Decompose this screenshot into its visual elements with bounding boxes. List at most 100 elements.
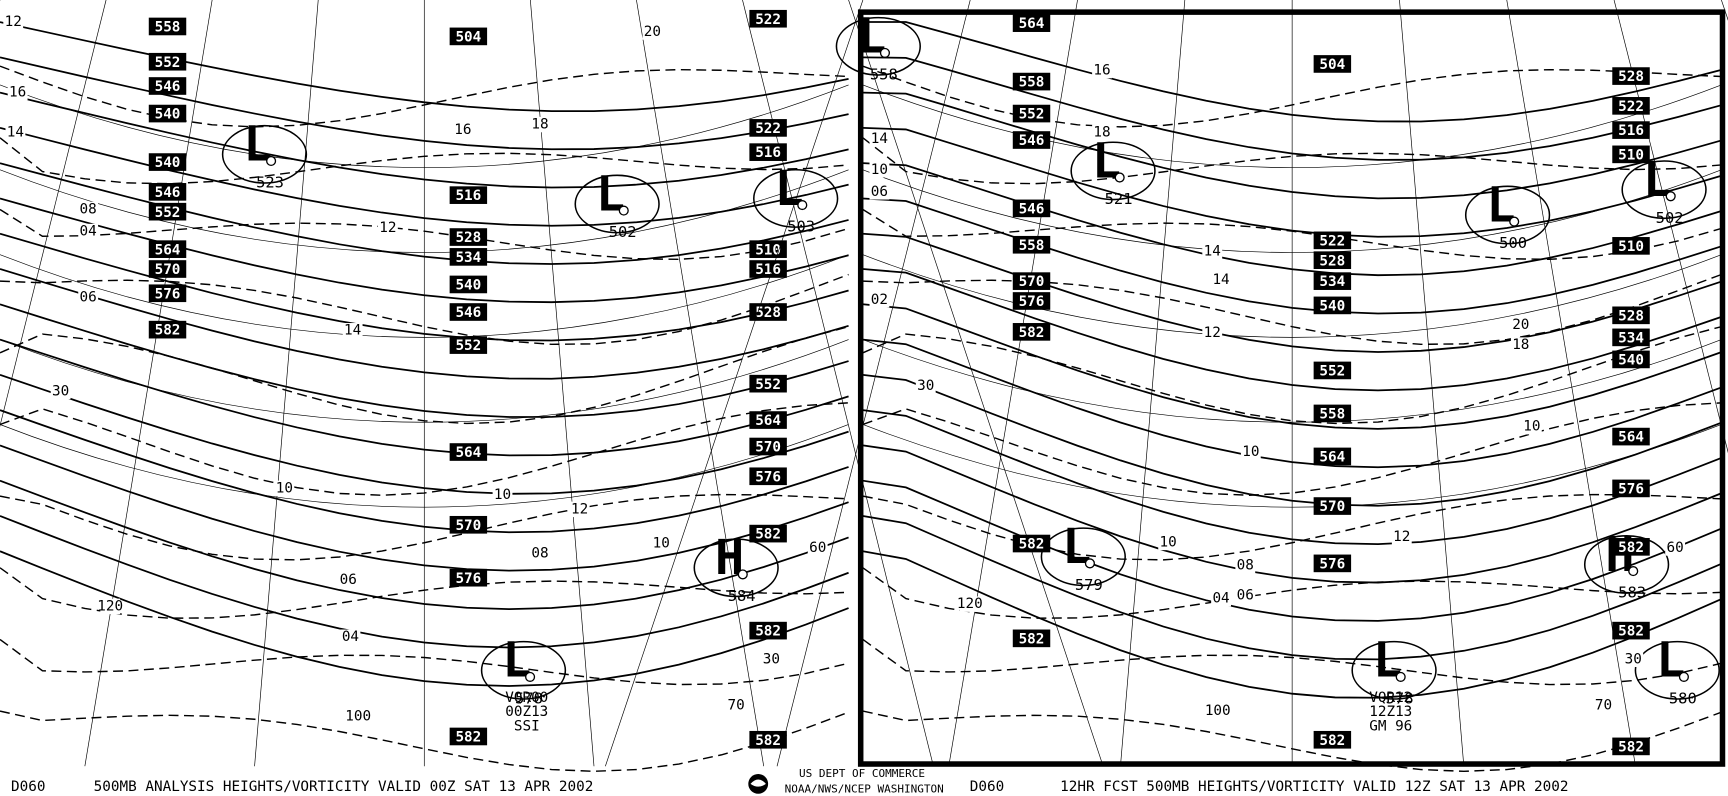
- contour-label-bg: [378, 220, 398, 236]
- height-label-box: [449, 443, 488, 461]
- contour-label: 08: [1237, 558, 1254, 574]
- center-marker: [525, 671, 536, 683]
- vorticity-contour: [0, 65, 849, 128]
- height-label-box: [148, 183, 187, 201]
- height-contour: [862, 162, 1722, 277]
- height-label-box: [449, 248, 488, 266]
- height-label: 576: [455, 571, 481, 587]
- contour-label: 30: [917, 378, 934, 394]
- height-label: 504: [455, 29, 481, 45]
- height-label: 534: [1618, 330, 1644, 346]
- meridian: [848, 0, 1104, 767]
- height-label-box: [749, 437, 787, 456]
- height-label-box: [1612, 621, 1650, 640]
- height-label: 540: [455, 278, 481, 294]
- height-label-box: [449, 515, 488, 534]
- contour-label-bg: [530, 545, 550, 562]
- height-contour: [862, 197, 1722, 315]
- height-label-box: [1313, 447, 1352, 466]
- contour-label: 16: [454, 122, 471, 138]
- height-label: 564: [755, 413, 781, 429]
- station-id: GM 96: [1369, 719, 1412, 735]
- height-label: 582: [1019, 325, 1045, 341]
- height-label-box: [1012, 629, 1051, 648]
- height-label-box: [1612, 145, 1650, 164]
- center-contour: [480, 640, 567, 700]
- contour-label-bg: [1510, 317, 1531, 333]
- parallel: [0, 424, 849, 508]
- center-contour: [1351, 640, 1437, 700]
- height-label-box: [148, 104, 187, 123]
- center-value: 521: [1105, 190, 1133, 208]
- height-label: 516: [755, 145, 781, 161]
- center-value: 500: [1499, 234, 1527, 252]
- contour-label: 14: [7, 124, 24, 140]
- contour-label: 06: [80, 290, 97, 306]
- contour-label-bg: [869, 184, 890, 200]
- vorticity-contour: [862, 710, 1722, 773]
- height-label: 576: [1319, 556, 1345, 572]
- height-label-box: [1313, 730, 1352, 749]
- height-label: 516: [1618, 123, 1644, 139]
- center-marker: [797, 199, 808, 211]
- vorticity-contour: [0, 208, 849, 261]
- height-contour: [0, 56, 849, 151]
- center-value: 502: [609, 223, 637, 241]
- contour-label: 30: [52, 383, 69, 399]
- contour-label-bg: [869, 131, 890, 147]
- station-id: 00Z13: [505, 704, 548, 720]
- contour-label-bg: [1593, 697, 1614, 714]
- contour-label-bg: [1235, 587, 1256, 604]
- height-label-box: [449, 568, 488, 587]
- meridian: [776, 0, 971, 767]
- height-contour: [862, 268, 1722, 392]
- contour-label-bg: [761, 651, 782, 668]
- height-label-box: [449, 336, 488, 354]
- height-label: 564: [1319, 450, 1345, 466]
- center-marker: [618, 205, 629, 216]
- vorticity-contour: [862, 567, 1722, 619]
- parallel: [862, 339, 1722, 423]
- height-label: 558: [1319, 407, 1345, 423]
- height-label-box: [148, 202, 187, 221]
- height-contour: [862, 303, 1722, 430]
- center-marker: [1114, 172, 1125, 183]
- center-value: 583: [1618, 584, 1646, 602]
- contour-label-bg: [1665, 540, 1686, 556]
- height-contour: [862, 373, 1722, 507]
- height-contour: [0, 374, 849, 495]
- height-label: 564: [455, 445, 481, 461]
- contour-label-bg: [959, 596, 980, 612]
- height-label-box: [1612, 737, 1650, 756]
- height-label-box: [148, 284, 187, 303]
- height-label-box: [148, 240, 187, 258]
- vorticity-contour: [0, 710, 849, 773]
- height-label-box: [749, 260, 787, 278]
- height-label-box: [449, 27, 488, 46]
- height-label-box: [1313, 272, 1352, 290]
- height-label: 552: [1319, 364, 1345, 380]
- height-label-box: [749, 524, 787, 543]
- contour-label: 08: [531, 545, 548, 561]
- center-contour: [753, 169, 839, 228]
- station-id: VQR12: [1369, 690, 1412, 706]
- contour-label: 18: [531, 117, 548, 133]
- height-label: 552: [455, 338, 481, 354]
- contour-label-bg: [642, 24, 663, 40]
- height-contour: [0, 515, 849, 649]
- height-contour: [862, 21, 1722, 123]
- height-label: 540: [155, 155, 181, 171]
- contour-label: 12: [571, 501, 588, 517]
- contour-label-bg: [1202, 243, 1223, 260]
- height-label: 582: [1319, 733, 1345, 749]
- station-id: VQR00: [505, 690, 548, 706]
- height-label-box: [1012, 199, 1051, 218]
- height-label-box: [1012, 272, 1051, 290]
- center-value: 579: [1075, 576, 1103, 594]
- parallel: [862, 84, 1722, 168]
- height-label: 576: [755, 469, 781, 485]
- contour-label: 18: [1512, 337, 1529, 353]
- vorticity-contour: [862, 208, 1722, 261]
- height-label: 534: [455, 250, 481, 266]
